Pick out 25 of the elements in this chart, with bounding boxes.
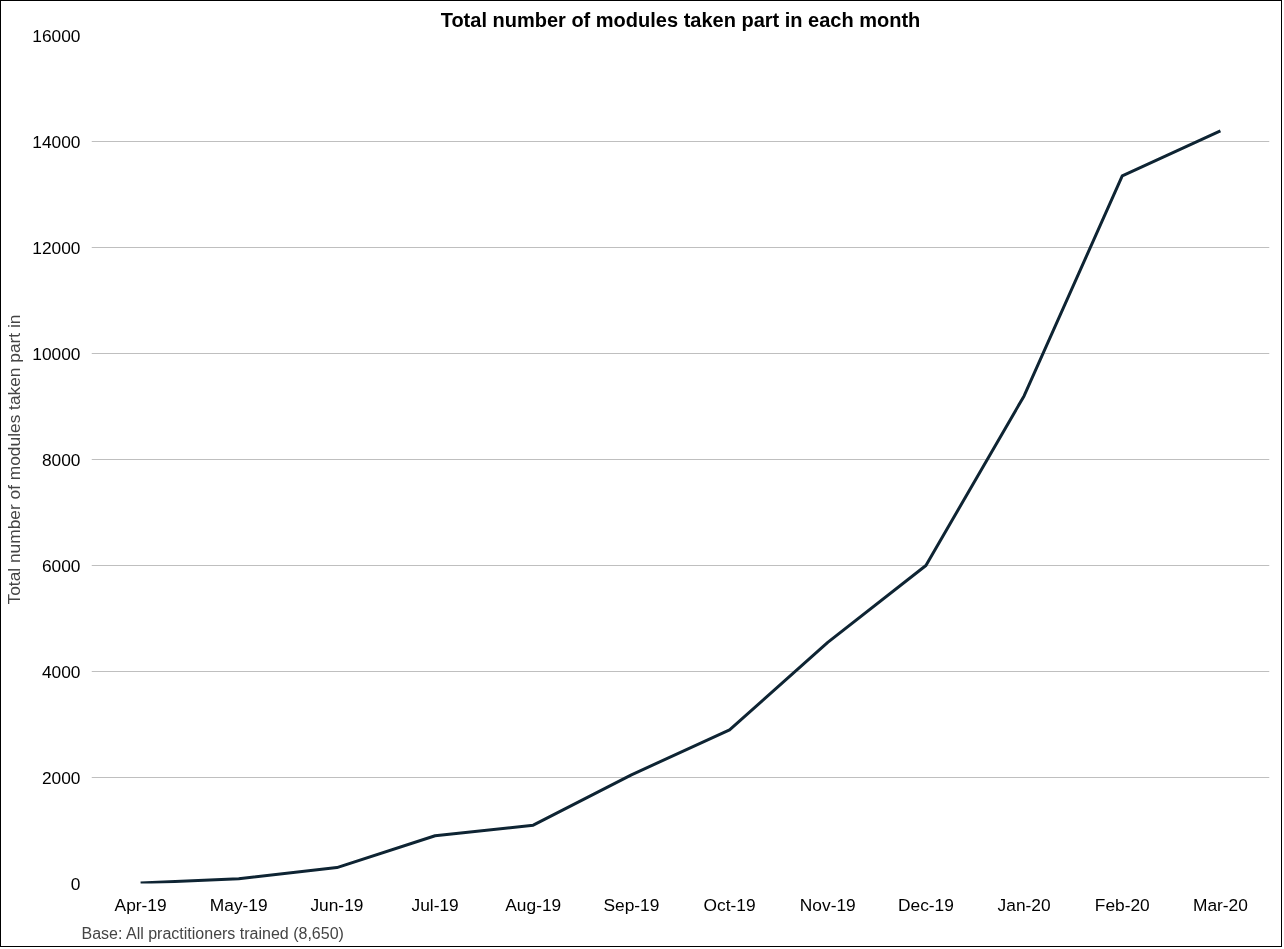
y-axis-title: Total number of modules taken part in <box>4 314 25 605</box>
line-series <box>139 129 1222 884</box>
y-tick-label: 16000 <box>32 25 81 46</box>
x-tick-label: Aug-19 <box>505 894 562 915</box>
y-tick-label: 2000 <box>41 767 81 788</box>
x-tick-label: Jul-19 <box>411 894 459 915</box>
y-tick-label: 6000 <box>41 555 81 576</box>
x-tick-label: Jun-19 <box>310 894 364 915</box>
x-tick-label: Jan-20 <box>997 894 1051 915</box>
x-tick-label: Sep-19 <box>603 894 660 915</box>
y-tick-label: 12000 <box>32 237 81 258</box>
chart-title: Total number of modules taken part in each month <box>440 8 921 31</box>
x-tick-label: Mar-20 <box>1192 894 1248 915</box>
y-tick-label: 10000 <box>32 343 81 364</box>
y-tick-label: 8000 <box>41 449 81 470</box>
x-tick-label: Dec-19 <box>897 894 954 915</box>
y-tick-label: 4000 <box>41 661 81 682</box>
y-tick-label: 14000 <box>32 131 81 152</box>
x-tick-label: May-19 <box>209 894 268 915</box>
y-tick-label: 0 <box>70 873 81 894</box>
x-tick-label: Apr-19 <box>114 894 167 915</box>
x-tick-label: Feb-20 <box>1094 894 1150 915</box>
x-tick-label: Oct-19 <box>703 894 756 915</box>
text: Base: All practitioners trained (8,650) <box>81 924 344 942</box>
x-tick-label: Nov-19 <box>799 894 856 915</box>
